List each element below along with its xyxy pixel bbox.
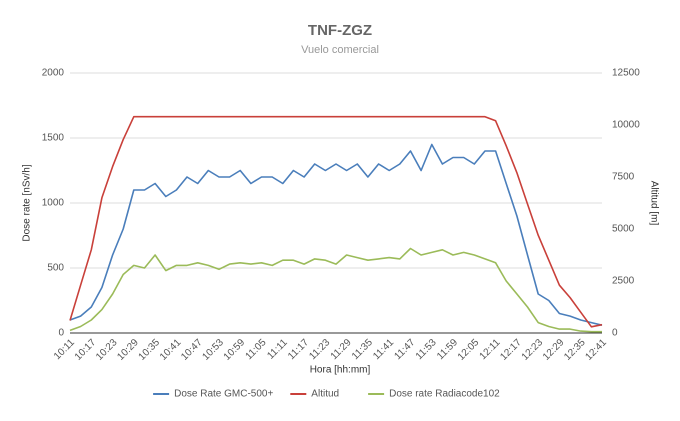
x-tick-label: 11:29 bbox=[329, 337, 354, 362]
x-axis-title: Hora [hh:mm] bbox=[310, 365, 371, 376]
legend-label: Altitud bbox=[311, 389, 339, 400]
x-tick-label: 10:41 bbox=[158, 337, 184, 363]
x-tick-label: 10:59 bbox=[222, 337, 248, 363]
x-tick-label: 12:35 bbox=[562, 337, 588, 363]
x-tick-label: 11:59 bbox=[435, 337, 460, 362]
y-tick-label: 500 bbox=[47, 263, 64, 274]
x-tick-label: 11:41 bbox=[371, 337, 396, 362]
legend-label: Dose rate Radiacode102 bbox=[389, 389, 500, 400]
x-tick-label: 11:47 bbox=[393, 337, 418, 362]
chart-title: TNF-ZGZ bbox=[308, 22, 372, 39]
x-tick-label: 10:11 bbox=[52, 337, 77, 362]
x-tick-label: 12:05 bbox=[456, 337, 482, 363]
y-tick-label: 0 bbox=[58, 328, 64, 339]
x-tick-label: 11:05 bbox=[244, 337, 269, 362]
y2-tick-label: 12500 bbox=[612, 68, 640, 79]
y-tick-label: 1000 bbox=[42, 198, 65, 209]
y2-axis-title: Altitud [m] bbox=[648, 181, 659, 226]
x-tick-label: 11:35 bbox=[350, 337, 375, 362]
x-tick-label: 12:29 bbox=[541, 337, 567, 363]
x-tick-label: 10:29 bbox=[115, 337, 141, 363]
x-tick-label: 12:23 bbox=[520, 337, 546, 363]
x-tick-label: 11:17 bbox=[286, 337, 311, 362]
x-tick-label: 10:17 bbox=[73, 337, 99, 363]
x-tick-label: 10:35 bbox=[137, 337, 163, 363]
series-line bbox=[69, 115, 603, 328]
y2-tick-label: 0 bbox=[612, 328, 618, 339]
y-tick-label: 1500 bbox=[42, 133, 65, 144]
x-tick-label: 11:11 bbox=[265, 337, 290, 362]
x-tick-label: 10:23 bbox=[94, 337, 120, 363]
y2-tick-label: 2500 bbox=[612, 276, 635, 287]
x-tick-label: 12:41 bbox=[584, 337, 610, 363]
chart-subtitle: Vuelo comercial bbox=[301, 44, 379, 56]
x-tick-label: 10:47 bbox=[179, 337, 205, 363]
legend-label: Dose Rate GMC-500+ bbox=[174, 389, 273, 400]
x-tick-label: 10:53 bbox=[200, 337, 226, 363]
series-line bbox=[69, 143, 603, 326]
x-tick-label: 11:53 bbox=[414, 337, 439, 362]
y-axis-title: Dose rate [nSv/h] bbox=[22, 164, 33, 241]
x-tick-label: 12:17 bbox=[498, 337, 524, 363]
series-line bbox=[69, 247, 602, 333]
y2-tick-label: 5000 bbox=[612, 224, 635, 235]
x-tick-label: 12:11 bbox=[478, 337, 503, 362]
y2-tick-label: 7500 bbox=[612, 172, 635, 183]
y2-tick-label: 10000 bbox=[612, 120, 640, 131]
y-tick-label: 2000 bbox=[42, 68, 65, 79]
x-tick-label: 11:23 bbox=[307, 337, 332, 362]
